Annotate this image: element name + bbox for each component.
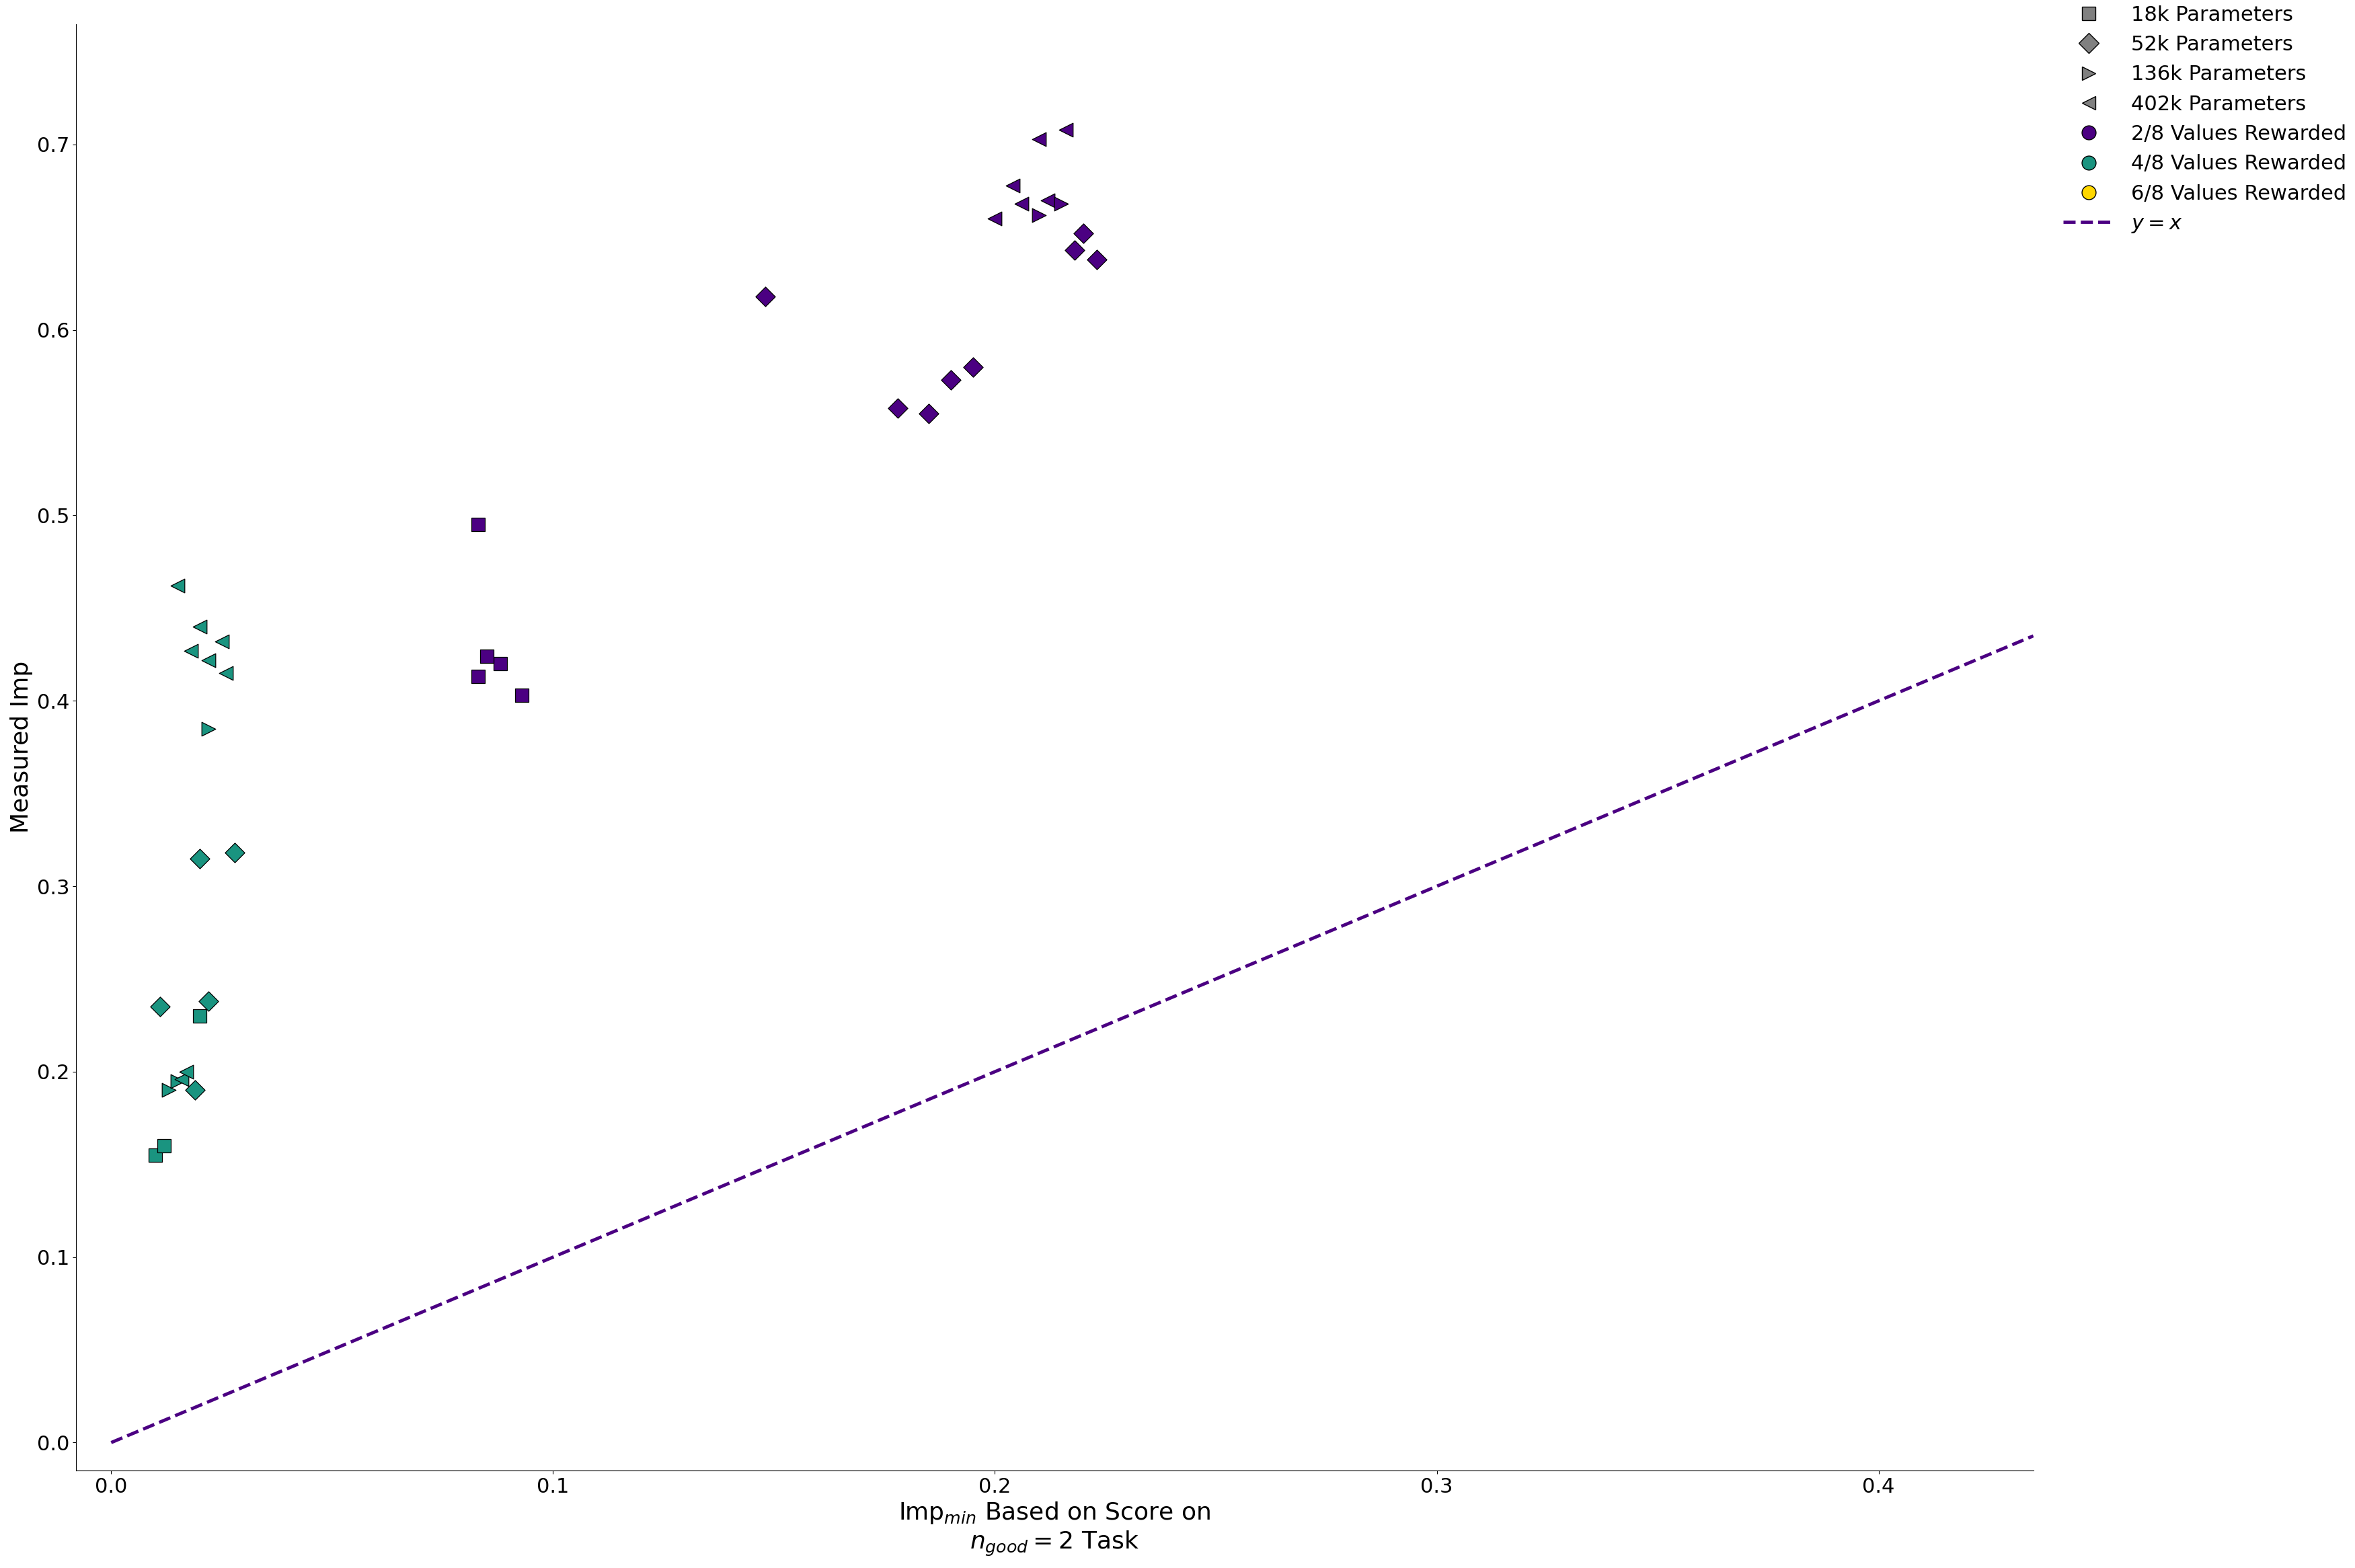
X-axis label: $\mathrm{Imp}_{min}$ Based on Score on
$n_{good} = 2\ \mathrm{Task}$: $\mathrm{Imp}_{min}$ Based on Score on $… [900,1501,1210,1559]
Point [181,1004,219,1029]
Point [909,401,947,426]
Point [469,644,506,670]
Point [167,1058,205,1083]
Point [1020,127,1057,152]
Point [933,367,970,392]
Point [146,1134,184,1159]
Point [158,574,195,599]
Point [1079,246,1116,271]
Point [151,1077,188,1102]
Point [141,994,179,1019]
Point [954,354,991,379]
Point [172,638,210,663]
Point [162,1066,200,1091]
Y-axis label: Measured Imp: Measured Imp [9,662,33,833]
Legend: 18k Parameters, 52k Parameters, 136k Parameters, 402k Parameters, 2/8 Values Rew: 18k Parameters, 52k Parameters, 136k Par… [2063,5,2346,235]
Point [504,682,542,707]
Point [181,615,219,640]
Point [1055,238,1093,263]
Point [480,651,518,676]
Point [459,513,497,538]
Point [747,284,784,309]
Point [994,172,1031,198]
Point [158,1068,195,1093]
Point [1043,191,1081,216]
Point [188,989,226,1014]
Point [975,205,1013,230]
Point [137,1143,174,1168]
Point [1020,202,1057,227]
Point [177,1077,214,1102]
Point [207,660,245,685]
Point [188,717,226,742]
Point [203,629,240,654]
Point [878,395,916,420]
Point [1003,191,1041,216]
Point [181,845,219,870]
Point [188,648,226,673]
Point [1029,188,1067,213]
Point [459,665,497,690]
Point [1064,221,1102,246]
Point [217,840,254,866]
Point [1046,118,1083,143]
